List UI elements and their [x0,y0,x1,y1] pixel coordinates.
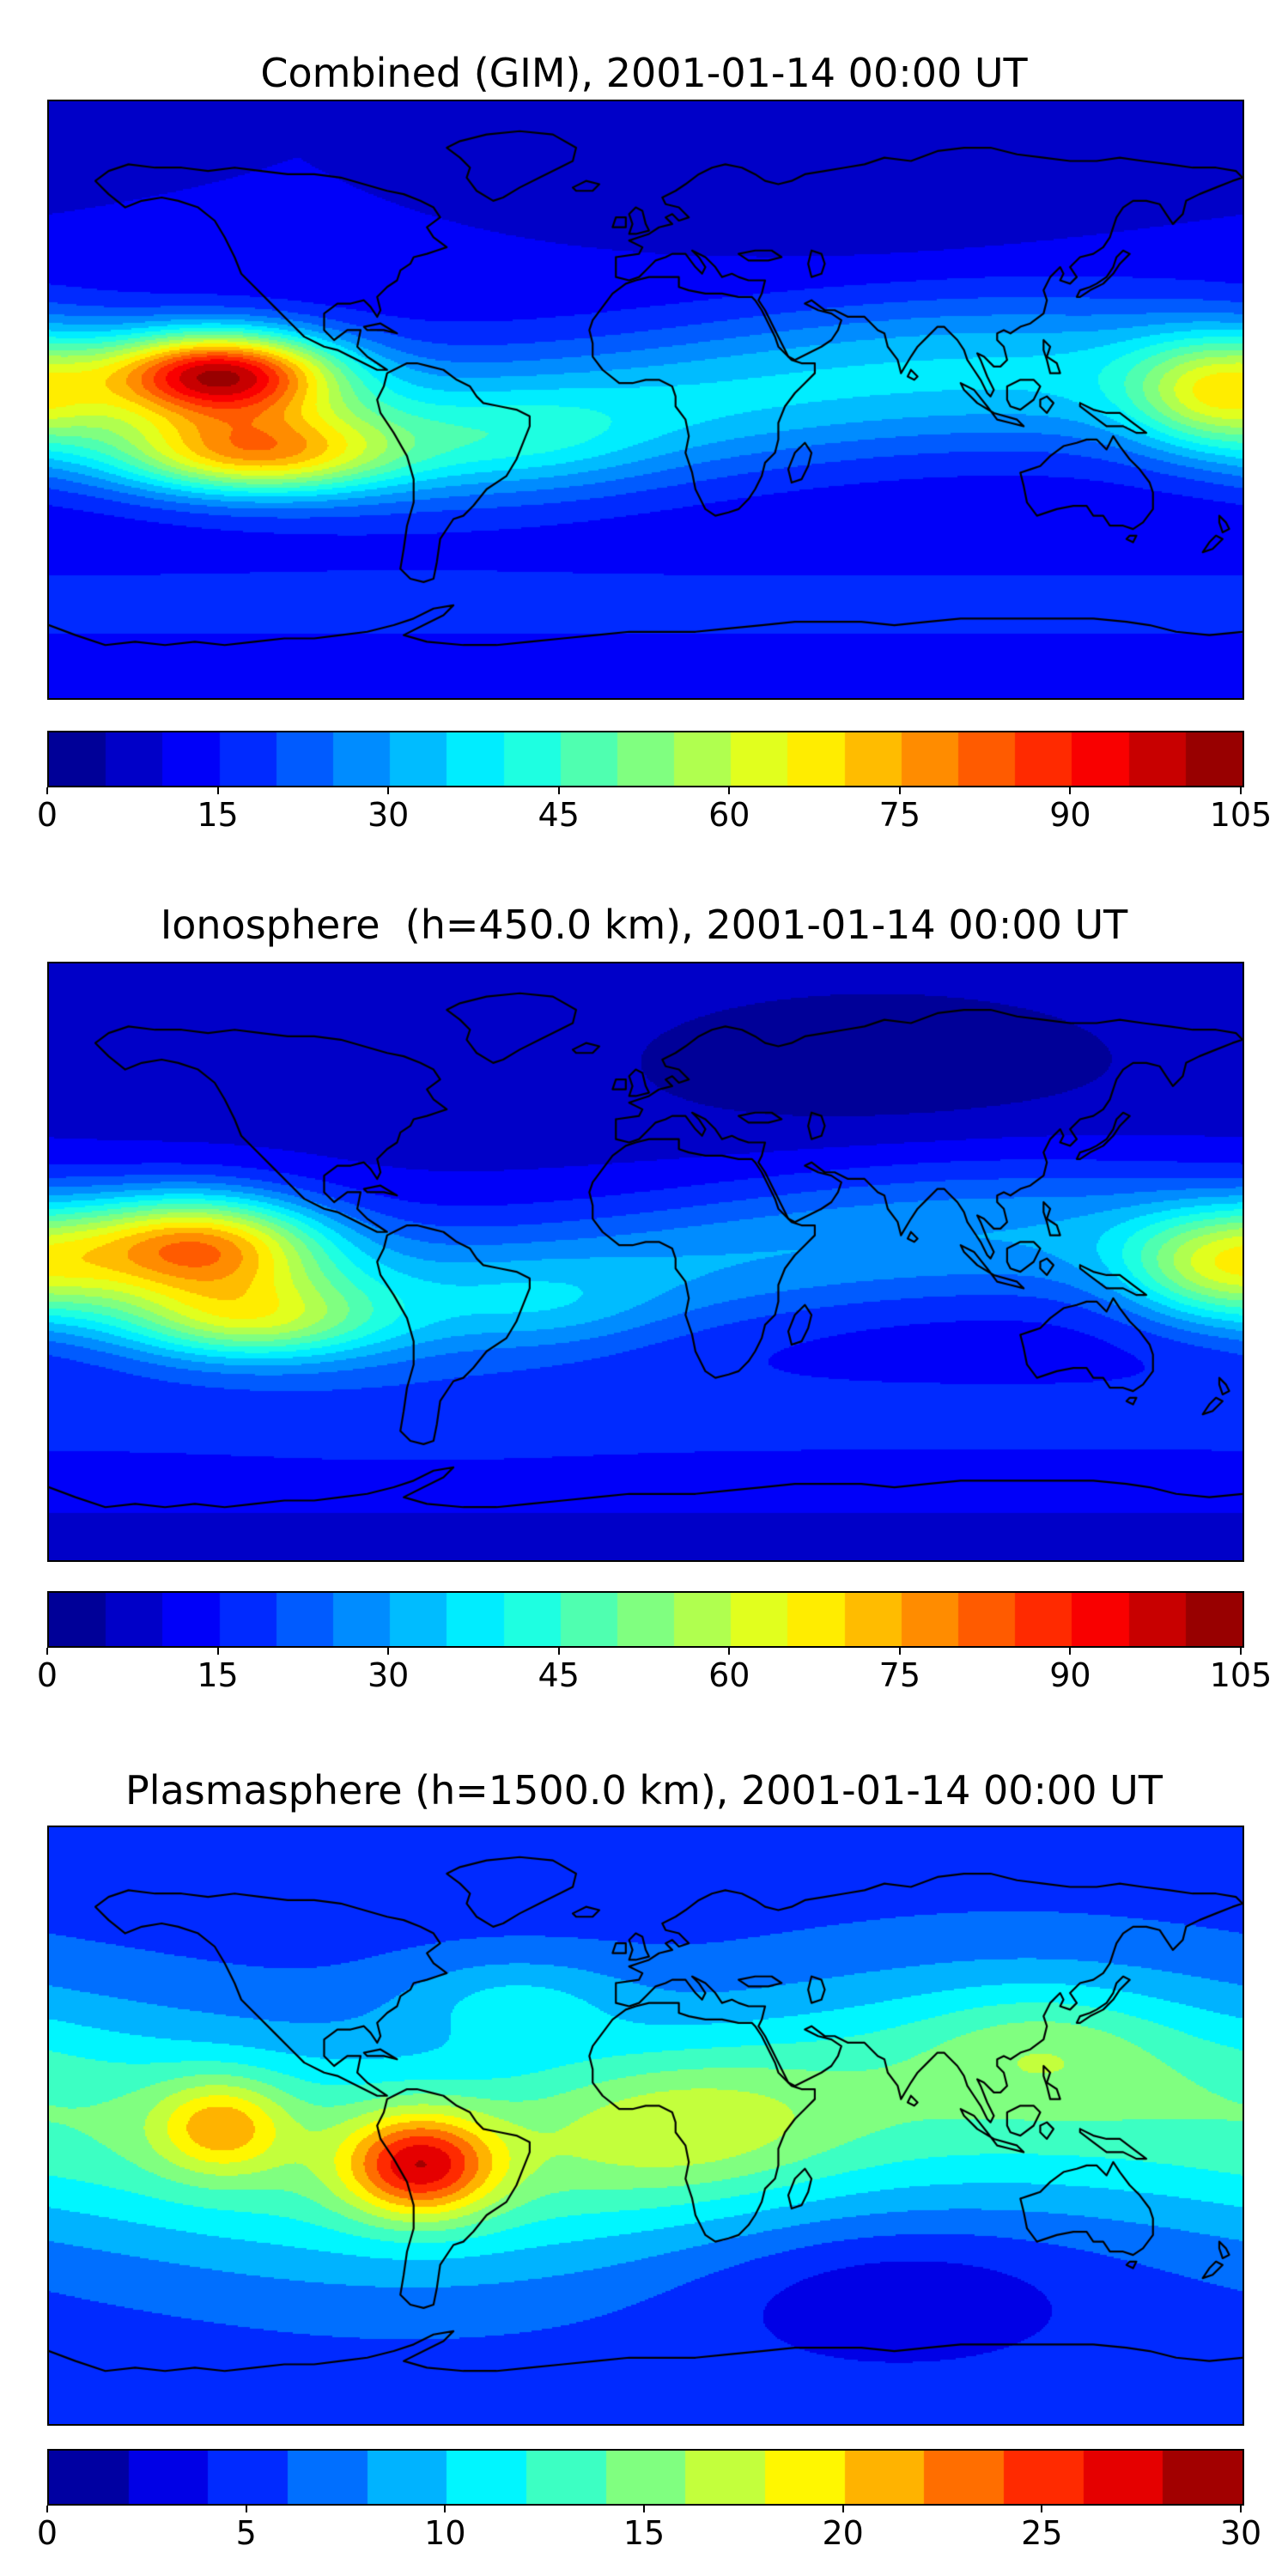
colorbar-tick [557,787,560,794]
colorbar-tick [1041,2506,1043,2512]
colorbar-tick [898,1648,901,1655]
colorbar-tick-label: 75 [878,796,921,834]
colorbar-tick [1240,2506,1242,2512]
colorbar-tick [245,2506,247,2512]
colorbar-tick-label: 0 [36,796,58,834]
colorbar-tick-label: 105 [1209,1656,1273,1694]
colorbar-ticks-combined: 0 15 30 45 60 75 90 105 [37,787,1272,837]
colorbar-tick-label: 0 [36,2514,58,2552]
colorbar-combined [47,731,1244,787]
world-tec-map-combined [47,100,1244,700]
colorbar-tick-label: 90 [1049,1656,1091,1694]
colorbar-tick [1240,787,1242,794]
colorbar-tick [216,787,219,794]
colorbar-tick-label: 15 [623,2514,665,2552]
colorbar-tick [387,787,390,794]
colorbar-tick [1069,1648,1072,1655]
panel-combined-gim: Combined (GIM), 2001-01-14 00:00 UT 0 15 3… [0,50,1288,857]
colorbar-tick [216,1648,219,1655]
panel-title-plasmasphere: Plasmasphere (h=1500.0 km), 2001-01-14 0… [125,1767,1163,1814]
colorbar-tick-label: 45 [538,1656,580,1694]
colorbar-tick [46,2506,48,2512]
colorbar-tick-label: 45 [538,796,580,834]
colorbar-tick [46,787,48,794]
world-tec-map-plasmasphere [47,1826,1244,2426]
colorbar-tick [728,787,731,794]
panel-ionosphere: Ionosphere (h=450.0 km), 2001-01-14 00:0… [0,902,1288,1709]
colorbar-tick-label: 5 [235,2514,257,2552]
panel-plasmasphere: Plasmasphere (h=1500.0 km), 2001-01-14 0… [0,1767,1288,2574]
colorbar-ionosphere [47,1591,1244,1648]
colorbar-tick-label: 25 [1021,2514,1063,2552]
panel-title-ionosphere: Ionosphere (h=450.0 km), 2001-01-14 00:0… [160,902,1128,948]
colorbar-tick-label: 60 [708,796,750,834]
colorbar-tick [1240,1648,1242,1655]
colorbar-tick-label: 30 [367,1656,410,1694]
colorbar-tick-label: 0 [36,1656,58,1694]
colorbar-plasmasphere [47,2449,1244,2506]
colorbar-tick [898,787,901,794]
world-tec-map-ionosphere [47,962,1244,1562]
colorbar-tick-label: 75 [878,1656,921,1694]
colorbar-tick-label: 30 [1219,2514,1262,2552]
colorbar-tick-label: 30 [367,796,410,834]
colorbar-tick-label: 90 [1049,796,1091,834]
colorbar-tick-label: 105 [1209,796,1273,834]
colorbar-tick-label: 10 [424,2514,466,2552]
colorbar-ticks-plasmasphere: 0 5 10 15 20 25 30 [37,2506,1261,2555]
colorbar-ticks-ionosphere: 0 15 30 45 60 75 90 105 [37,1648,1272,1698]
colorbar-tick [557,1648,560,1655]
colorbar-tick-label: 20 [822,2514,864,2552]
colorbar-tick-label: 60 [708,1656,750,1694]
colorbar-tick [728,1648,731,1655]
colorbar-tick-label: 15 [197,1656,239,1694]
colorbar-tick [1069,787,1072,794]
panel-title-combined: Combined (GIM), 2001-01-14 00:00 UT [260,50,1028,96]
colorbar-tick [444,2506,447,2512]
colorbar-tick [643,2506,645,2512]
colorbar-tick-label: 15 [197,796,239,834]
colorbar-tick [387,1648,390,1655]
colorbar-tick [46,1648,48,1655]
colorbar-tick [841,2506,844,2512]
